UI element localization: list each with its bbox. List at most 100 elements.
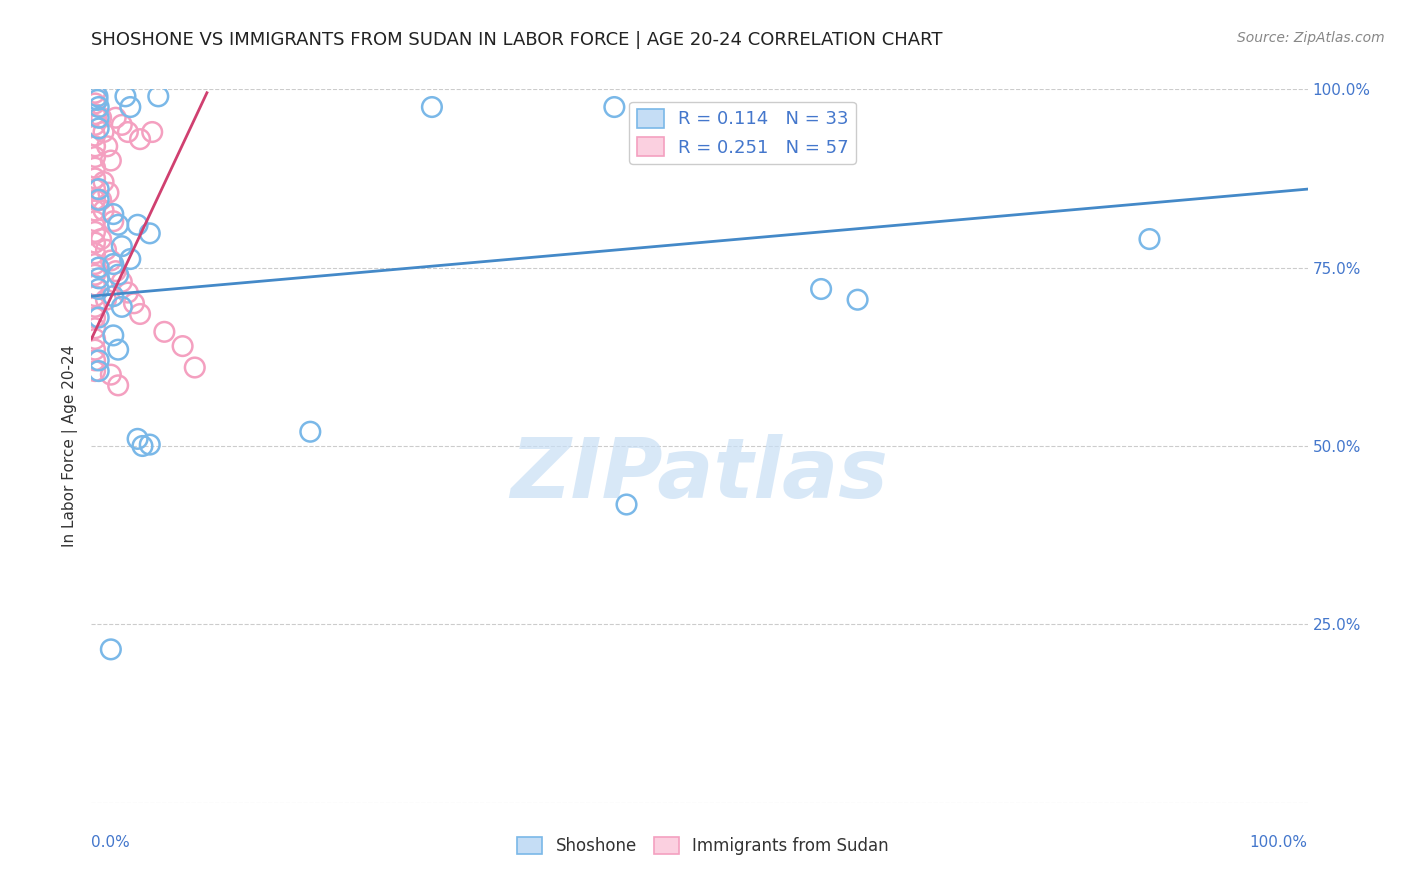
Point [129, 307, 152, 321]
Point [87, 193, 110, 207]
Point [107, 378, 129, 392]
Text: ZIPatlas: ZIPatlas [510, 434, 889, 515]
Point [111, 275, 134, 289]
Point [86, 93, 108, 107]
Point [84, 343, 107, 357]
Text: 0.0%: 0.0% [91, 836, 131, 850]
Point [84, 128, 107, 143]
Point [107, 218, 129, 232]
Point [84, 96, 107, 111]
Text: 100.0%: 100.0% [1250, 836, 1308, 850]
Point [93, 125, 115, 139]
Point [87, 353, 110, 368]
Point [299, 425, 322, 439]
Point [127, 432, 149, 446]
Point [84, 107, 107, 121]
Point [107, 343, 129, 357]
Y-axis label: In Labor Force | Age 20-24: In Labor Force | Age 20-24 [62, 345, 77, 547]
Point [84, 278, 107, 293]
Point [84, 289, 107, 303]
Point [84, 225, 107, 239]
Point [114, 89, 136, 103]
Legend: R = 0.114   N = 33, R = 0.251   N = 57: R = 0.114 N = 33, R = 0.251 N = 57 [630, 102, 856, 164]
Text: SHOSHONE VS IMMIGRANTS FROM SUDAN IN LABOR FORCE | AGE 20-24 CORRELATION CHART: SHOSHONE VS IMMIGRANTS FROM SUDAN IN LAB… [91, 31, 943, 49]
Point [616, 498, 638, 512]
Point [87, 182, 110, 196]
Point [97, 186, 120, 200]
Point [87, 271, 110, 285]
Point [127, 218, 149, 232]
Point [84, 171, 107, 186]
Point [117, 125, 139, 139]
Point [1139, 232, 1161, 246]
Point [139, 227, 162, 241]
Point [84, 161, 107, 175]
Point [111, 239, 134, 253]
Point [93, 175, 115, 189]
Point [84, 332, 107, 346]
Point [84, 353, 107, 368]
Point [120, 100, 142, 114]
Point [84, 193, 107, 207]
Point [846, 293, 869, 307]
Point [84, 310, 107, 325]
Point [420, 100, 443, 114]
Point [90, 193, 112, 207]
Point [84, 268, 107, 282]
Point [153, 325, 176, 339]
Point [103, 214, 125, 228]
Point [148, 89, 170, 103]
Point [84, 86, 107, 100]
Point [84, 139, 107, 153]
Point [172, 339, 194, 353]
Legend: Shoshone, Immigrants from Sudan: Shoshone, Immigrants from Sudan [510, 830, 896, 862]
Point [104, 264, 127, 278]
Point [93, 203, 115, 218]
Point [100, 253, 122, 268]
Point [87, 100, 110, 114]
Point [84, 182, 107, 196]
Point [94, 293, 117, 307]
Point [104, 111, 127, 125]
Point [111, 118, 134, 132]
Point [86, 89, 108, 103]
Point [100, 153, 122, 168]
Point [84, 257, 107, 271]
Point [103, 328, 125, 343]
Point [84, 150, 107, 164]
Point [84, 246, 107, 260]
Point [84, 364, 107, 378]
Point [87, 111, 110, 125]
Point [107, 268, 129, 282]
Point [96, 139, 118, 153]
Point [84, 118, 107, 132]
Point [122, 296, 145, 310]
Point [810, 282, 832, 296]
Point [141, 125, 163, 139]
Point [603, 100, 626, 114]
Point [87, 310, 110, 325]
Point [90, 111, 112, 125]
Text: Source: ZipAtlas.com: Source: ZipAtlas.com [1237, 31, 1385, 45]
Point [87, 260, 110, 275]
Point [84, 235, 107, 250]
Point [87, 364, 110, 378]
Point [84, 203, 107, 218]
Point [184, 360, 207, 375]
Point [100, 368, 122, 382]
Point [87, 121, 110, 136]
Point [131, 439, 153, 453]
Point [87, 282, 110, 296]
Point [84, 214, 107, 228]
Point [117, 285, 139, 300]
Point [103, 257, 125, 271]
Point [103, 207, 125, 221]
Point [103, 289, 125, 303]
Point [84, 321, 107, 335]
Point [120, 252, 142, 266]
Point [84, 300, 107, 314]
Point [129, 132, 152, 146]
Point [100, 642, 122, 657]
Point [90, 232, 112, 246]
Point [139, 437, 162, 451]
